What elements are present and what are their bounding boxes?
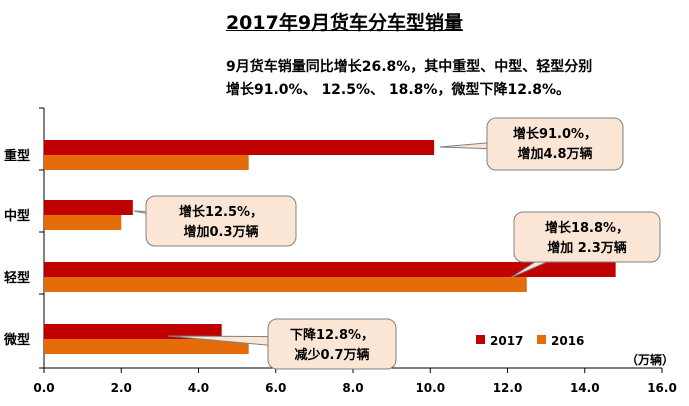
callout-text: 增加 2.3万辆: [547, 240, 627, 256]
unit-label: （万辆）: [626, 352, 674, 367]
category-label: 微型: [3, 332, 30, 348]
callout-box-fill: [269, 320, 395, 368]
bar-2016-3: [44, 339, 249, 354]
x-tick-label: 16.0: [647, 381, 677, 395]
subtitle-line-1: 9月货车销量同比增长26.8%，其中重型、中型、轻型分别: [226, 59, 593, 75]
bar-2016-2: [44, 277, 527, 292]
subtitle-line-2: 增长91.0%、 12.5%、 18.8%，微型下降12.8%。: [226, 82, 571, 98]
callout-text: 下降12.8%，: [290, 327, 374, 343]
bar-2017-3: [44, 324, 222, 339]
callout-text: 增长91.0%，: [513, 126, 597, 142]
legend-label-2016: 2016: [551, 334, 584, 348]
bar-2017-2: [44, 262, 616, 277]
bar-2016-0: [44, 155, 249, 170]
x-tick-label: 8.0: [342, 381, 363, 395]
legend-swatch-2016: [537, 335, 546, 344]
bar-2016-1: [44, 215, 122, 230]
callout-text: 增加0.3万辆: [183, 224, 258, 240]
bar-2017-1: [44, 200, 133, 215]
x-tick-label: 6.0: [265, 381, 286, 395]
callout-text: 增长18.8%，: [545, 220, 629, 236]
x-tick-label: 12.0: [493, 381, 523, 395]
x-tick-label: 0.0: [33, 381, 54, 395]
category-label: 轻型: [4, 270, 30, 286]
x-tick-label: 4.0: [188, 381, 209, 395]
bar-2017-0: [44, 140, 435, 155]
callout-text: 减少0.7万辆: [294, 347, 369, 363]
x-tick-label: 14.0: [570, 381, 600, 395]
category-label: 中型: [4, 208, 30, 224]
chart-title: 2017年9月货车分车型销量: [225, 12, 464, 34]
callout-text: 增长12.5%，: [179, 204, 263, 220]
category-label: 重型: [4, 148, 30, 164]
callout-box-fill: [147, 197, 295, 245]
legend-label-2017: 2017: [490, 334, 523, 348]
callout-box-fill: [488, 119, 622, 169]
callout-text: 增加4.8万辆: [517, 146, 592, 162]
x-tick-label: 2.0: [111, 381, 132, 395]
callout-box-fill: [515, 213, 659, 261]
x-tick-label: 10.0: [415, 381, 445, 395]
legend-swatch-2017: [476, 335, 485, 344]
